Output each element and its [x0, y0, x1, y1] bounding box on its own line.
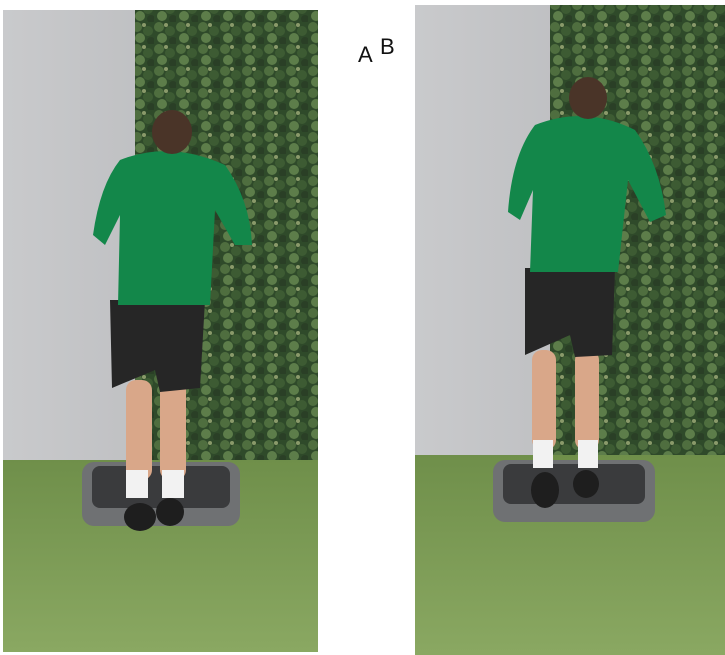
panel-label: A — [358, 42, 373, 67]
photo-a — [3, 10, 318, 652]
photo-b — [415, 5, 725, 655]
panel-label: B — [380, 34, 395, 59]
